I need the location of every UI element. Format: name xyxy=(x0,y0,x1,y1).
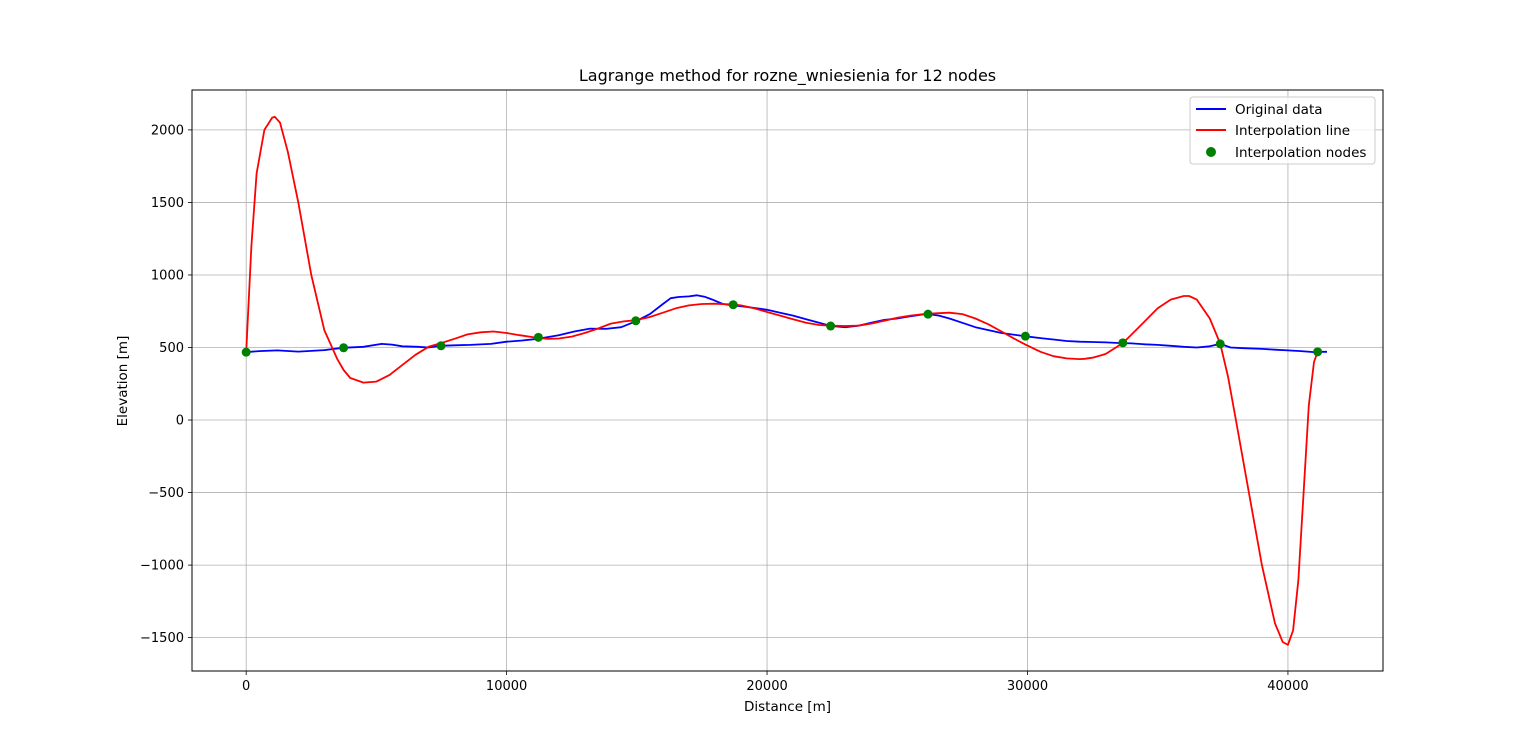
plot-area xyxy=(241,115,1327,646)
data-point-interpolation-nodes xyxy=(436,341,446,351)
x-axis-label: Distance [m] xyxy=(744,699,831,715)
data-point-interpolation-nodes xyxy=(339,343,349,353)
data-point-interpolation-nodes xyxy=(241,347,251,357)
y-tick-label: 0 xyxy=(176,414,184,429)
axes-frame xyxy=(191,89,1384,672)
y-tick-label: −1000 xyxy=(140,559,184,574)
data-point-interpolation-nodes xyxy=(1118,338,1128,348)
data-point-interpolation-nodes xyxy=(1020,331,1030,341)
x-tick-label: 40000 xyxy=(1267,679,1308,694)
x-tick-label: 0 xyxy=(242,679,250,694)
x-tick-label: 20000 xyxy=(746,679,787,694)
chart-title: Lagrange method for rozne_wniesienia for… xyxy=(579,66,996,86)
legend-box xyxy=(1189,96,1376,165)
data-point-interpolation-nodes xyxy=(923,309,933,319)
data-point-interpolation-nodes xyxy=(631,316,641,326)
y-tick-label: −500 xyxy=(148,486,184,501)
y-axis-label: Elevation [m] xyxy=(115,336,131,427)
data-point-interpolation-nodes xyxy=(1215,339,1225,349)
y-tick-label: 2000 xyxy=(151,123,184,138)
legend: Original data Interpolation line Interpo… xyxy=(1189,96,1376,165)
legend-label-interpolation-line: Interpolation line xyxy=(1235,123,1350,139)
y-tick-label: −1500 xyxy=(140,631,184,646)
legend-label-original-data: Original data xyxy=(1235,102,1323,118)
data-point-interpolation-nodes xyxy=(533,332,543,342)
x-tick-label: 10000 xyxy=(486,679,527,694)
y-tick-label: 1000 xyxy=(151,268,184,283)
data-point-interpolation-nodes xyxy=(728,300,738,310)
y-tick-label: 500 xyxy=(159,341,184,356)
series-line-original-data xyxy=(246,294,1327,353)
y-axis: −1500 −1000 −500 0 500 1000 1500 2000 xyxy=(140,123,192,646)
legend-swatch-interpolation-nodes xyxy=(1206,147,1216,157)
legend-label-interpolation-nodes: Interpolation nodes xyxy=(1235,145,1366,161)
y-tick-label: 1500 xyxy=(151,196,184,211)
series-line-interpolation-line xyxy=(245,115,1319,646)
x-axis: 0 10000 20000 30000 40000 xyxy=(242,671,1309,694)
data-point-interpolation-nodes xyxy=(826,321,836,331)
data-point-interpolation-nodes xyxy=(1313,347,1323,357)
x-tick-label: 30000 xyxy=(1007,679,1048,694)
